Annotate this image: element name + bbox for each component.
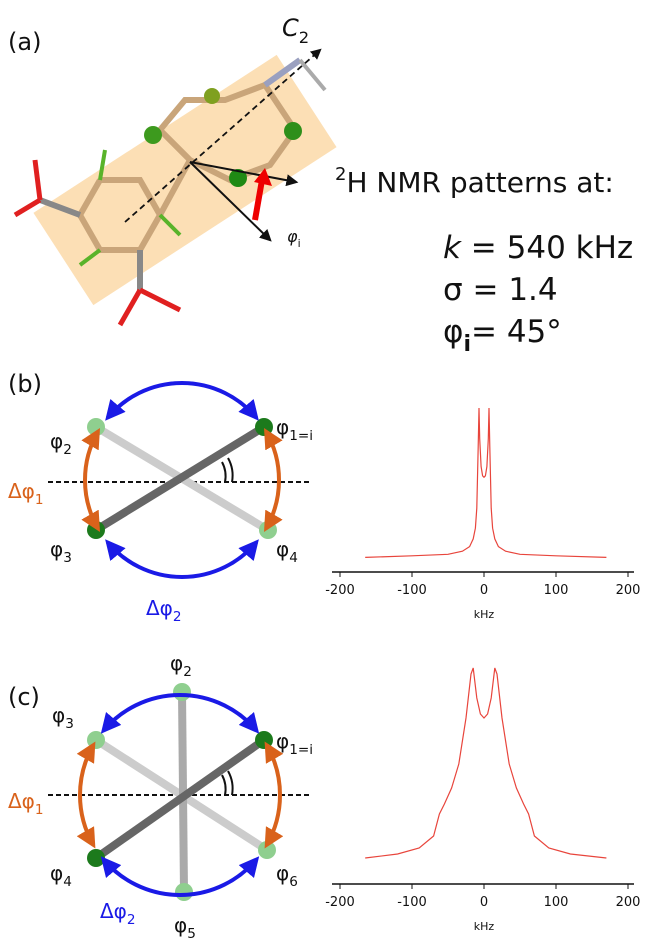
rotation-arc: [108, 542, 257, 577]
x-tick-label: -200: [325, 895, 355, 910]
symbol: φ: [276, 415, 289, 439]
label: Δφ1: [8, 479, 44, 508]
subscript: 3: [65, 716, 74, 732]
subscript: 2: [183, 664, 192, 680]
symbol: φ: [174, 913, 187, 937]
symbol: φ: [170, 651, 183, 675]
symbol: φ: [50, 537, 63, 561]
rotation-arc: [266, 432, 279, 529]
label: φ1=i: [276, 729, 313, 758]
spectrum-line: [365, 668, 606, 858]
condition: k = 540 kHz: [443, 230, 633, 266]
rotation-arc: [108, 383, 257, 418]
symbol: k: [443, 230, 462, 266]
label: Δφ1: [8, 789, 44, 818]
rotation-arc: [85, 432, 98, 529]
x-tick-label: 100: [544, 895, 569, 910]
subscript: 1=i: [289, 742, 313, 758]
subscript: 5: [187, 926, 196, 941]
subscript: 2: [299, 28, 309, 47]
symbol: φ: [276, 729, 289, 753]
symbol: Δφ: [8, 479, 35, 503]
x-tick-label: 0: [480, 583, 488, 598]
heading: 2H NMR patterns at:: [335, 164, 614, 199]
label: φ3: [50, 537, 72, 566]
label: φ1=i: [276, 415, 313, 444]
subscript: 1: [35, 802, 44, 818]
subscript: 4: [289, 550, 298, 566]
x-tick-label: 200: [616, 583, 641, 598]
subscript: i: [298, 237, 301, 250]
x-tick-label: 100: [544, 583, 569, 598]
subscript: 2: [173, 609, 182, 625]
label: φ2: [50, 429, 72, 458]
symbol: φ: [443, 314, 463, 350]
figure: (a)(b)(c)C2φi2H NMR patterns at:k = 540 …: [0, 0, 647, 941]
label: φ2: [170, 651, 192, 680]
x-tick-label: 200: [616, 895, 641, 910]
x-axis-label: kHz: [474, 920, 495, 933]
x-tick-label: -100: [397, 895, 427, 910]
label: φ4: [50, 861, 72, 890]
rotor-c: [48, 683, 312, 901]
symbol: φ: [50, 429, 63, 453]
subscript: 3: [63, 550, 72, 566]
panel-label: (c): [8, 683, 40, 711]
value: = 45°: [471, 314, 562, 350]
x-tick-label: -100: [397, 583, 427, 598]
symbol: φ: [50, 861, 63, 885]
molecule: [15, 50, 337, 325]
x-tick-label: -200: [325, 583, 355, 598]
symbol: φ: [276, 861, 289, 885]
subscript: 4: [63, 874, 72, 890]
panel-label: (b): [8, 370, 42, 398]
label: φi: [287, 227, 301, 250]
value: = 540 kHz: [461, 230, 633, 266]
symbol: Δφ: [8, 789, 35, 813]
symbol: φ: [276, 537, 289, 561]
label: Δφ2: [146, 596, 182, 625]
label: φ6: [276, 861, 298, 890]
x-tick-label: 0: [480, 895, 488, 910]
label: φ5: [174, 913, 196, 941]
rotor-b: [48, 418, 312, 539]
symbol: Δφ: [100, 899, 127, 923]
condition: φi= 45°: [443, 314, 562, 357]
label: C2: [282, 14, 309, 47]
x-axis-label: kHz: [474, 608, 495, 621]
label: φ3: [52, 703, 74, 732]
label: φ4: [276, 537, 298, 566]
symbol: φ: [52, 703, 65, 727]
label: Δφ2: [100, 899, 136, 928]
subscript: 1: [35, 492, 44, 508]
symbol: C: [282, 14, 299, 42]
symbol: Δφ: [146, 596, 173, 620]
subscript: 6: [289, 874, 298, 890]
symbol: φ: [287, 227, 298, 246]
spectrum-line: [365, 408, 606, 557]
condition: σ = 1.4: [443, 272, 558, 308]
heading-text: H NMR patterns at:: [346, 166, 613, 199]
subscript: 2: [63, 442, 72, 458]
subscript: 2: [127, 912, 136, 928]
subscript: 1=i: [289, 428, 313, 444]
panel-label: (a): [8, 28, 41, 56]
subscript: i: [463, 332, 471, 357]
superscript: 2: [335, 164, 346, 185]
